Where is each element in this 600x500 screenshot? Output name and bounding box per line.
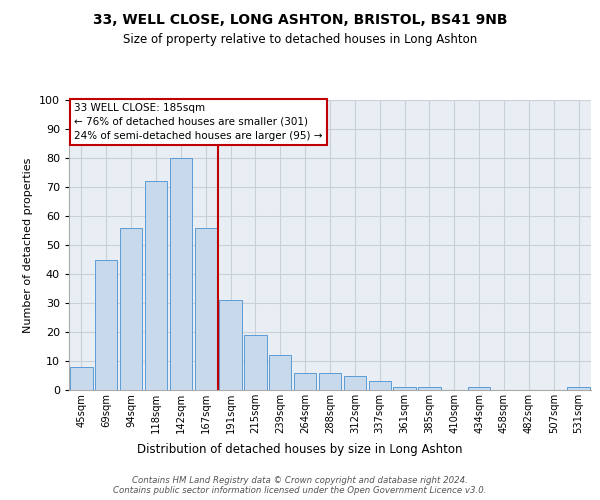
- Bar: [170, 158, 192, 390]
- Bar: [394, 387, 416, 390]
- Bar: [418, 387, 440, 390]
- Bar: [145, 181, 167, 390]
- Text: 33 WELL CLOSE: 185sqm
← 76% of detached houses are smaller (301)
24% of semi-det: 33 WELL CLOSE: 185sqm ← 76% of detached …: [74, 103, 323, 141]
- Bar: [95, 260, 118, 390]
- Bar: [294, 372, 316, 390]
- Bar: [344, 376, 366, 390]
- Bar: [244, 335, 266, 390]
- Text: 33, WELL CLOSE, LONG ASHTON, BRISTOL, BS41 9NB: 33, WELL CLOSE, LONG ASHTON, BRISTOL, BS…: [93, 12, 507, 26]
- Bar: [194, 228, 217, 390]
- Bar: [70, 367, 92, 390]
- Bar: [319, 372, 341, 390]
- Text: Distribution of detached houses by size in Long Ashton: Distribution of detached houses by size …: [137, 442, 463, 456]
- Bar: [120, 228, 142, 390]
- Bar: [220, 300, 242, 390]
- Y-axis label: Number of detached properties: Number of detached properties: [23, 158, 34, 332]
- Bar: [568, 387, 590, 390]
- Text: Size of property relative to detached houses in Long Ashton: Size of property relative to detached ho…: [123, 32, 477, 46]
- Bar: [269, 355, 292, 390]
- Bar: [368, 382, 391, 390]
- Text: Contains HM Land Registry data © Crown copyright and database right 2024.
Contai: Contains HM Land Registry data © Crown c…: [113, 476, 487, 495]
- Bar: [468, 387, 490, 390]
